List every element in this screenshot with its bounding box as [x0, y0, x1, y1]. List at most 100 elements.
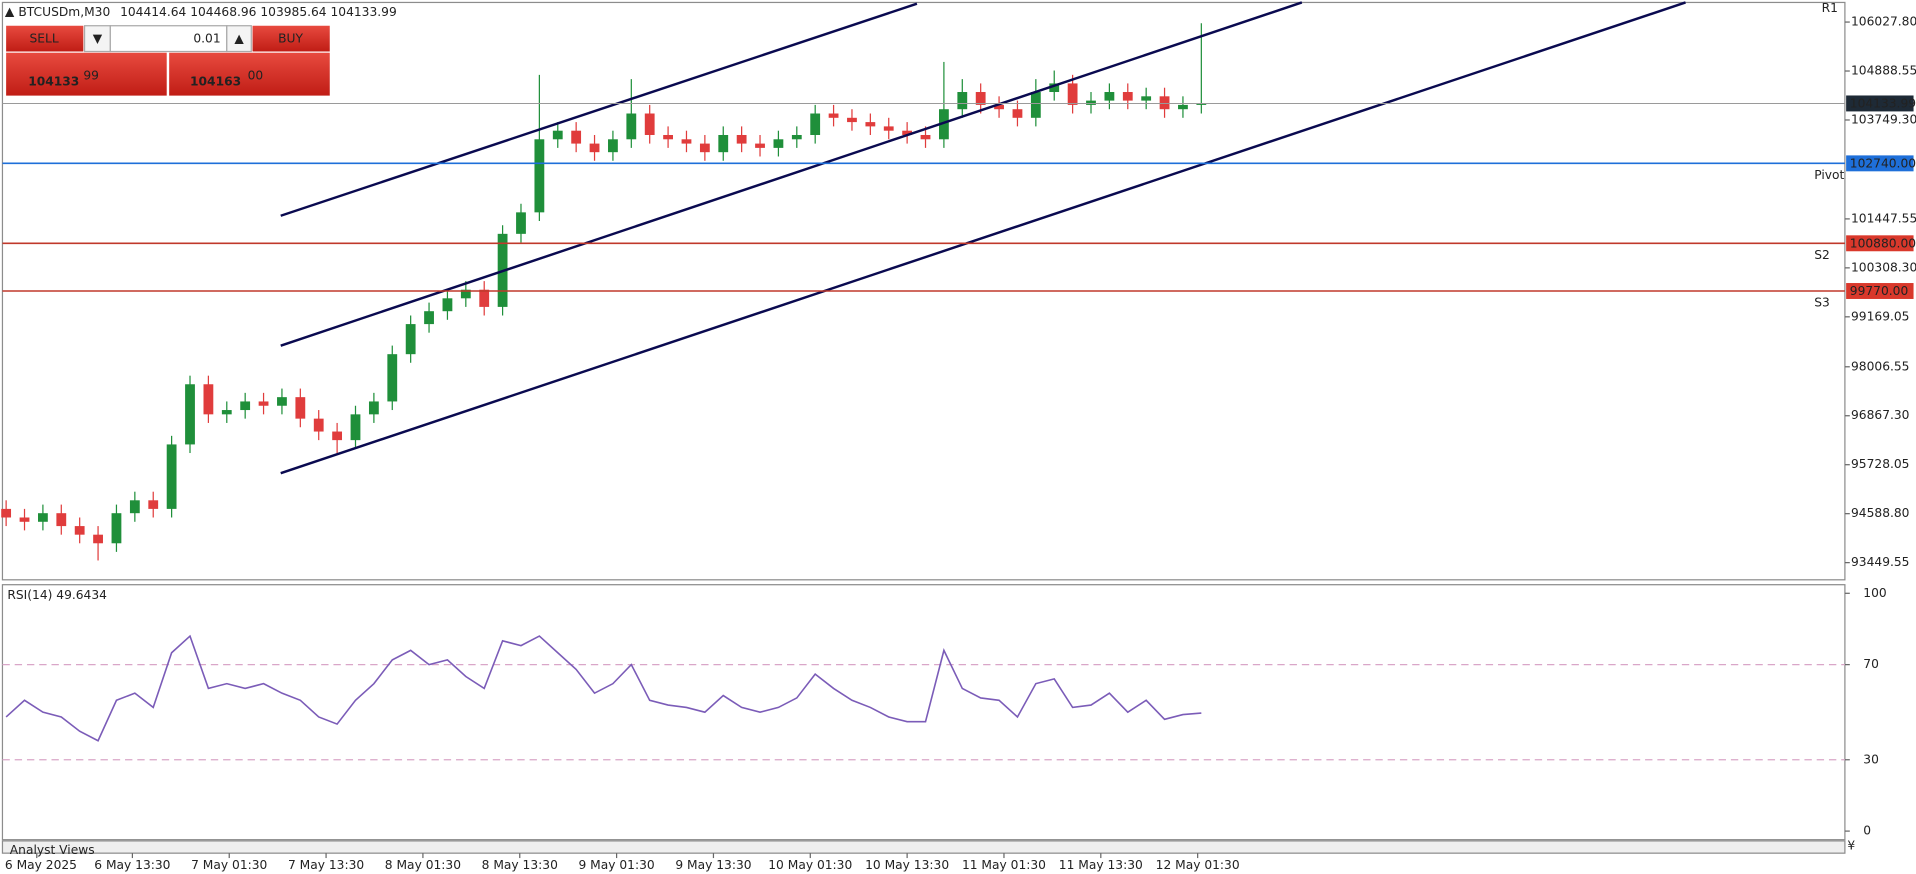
candle-body	[608, 139, 618, 153]
lot-up[interactable]	[226, 25, 252, 53]
candle-body	[56, 513, 67, 527]
candle-body	[571, 130, 582, 144]
trend-line	[280, 1, 1686, 475]
candle-body	[479, 289, 490, 307]
candle-body	[1049, 83, 1060, 93]
lot-up-icon: ▲	[234, 32, 244, 46]
candle-body	[810, 113, 821, 135]
level-tag: S3	[1814, 296, 1830, 310]
y-tick-label: 96867.30	[1851, 408, 1909, 422]
x-tick-label: 10 May 01:30	[768, 858, 852, 872]
x-tick-label: 6 May 2025	[5, 858, 77, 872]
candle-body	[1141, 96, 1152, 101]
candle-body	[93, 534, 103, 544]
candle-body	[350, 414, 361, 441]
candle-body	[718, 134, 729, 153]
candle-body	[589, 143, 600, 153]
rsi-label: RSI(14) 49.6434	[7, 588, 107, 602]
candle-body	[755, 143, 765, 148]
y-tick-label: 93449.55	[1851, 555, 1909, 569]
candle-body	[1122, 92, 1133, 101]
symbol: BTCUSDm,M30	[18, 5, 110, 19]
rsi-y-tick-label: 100	[1863, 586, 1886, 600]
trend-line	[280, 1, 1303, 347]
candle-body	[203, 384, 214, 415]
x-tick-label: 8 May 13:30	[482, 858, 558, 872]
scroll-icon[interactable]: ¥	[1847, 838, 1855, 852]
bid-pips: 99	[83, 69, 99, 83]
rsi-line	[5, 634, 1202, 742]
candle-body	[1067, 83, 1078, 105]
candle-body	[626, 113, 637, 140]
candle-body	[424, 311, 434, 325]
price-label: 104133.99	[1850, 97, 1916, 111]
candle-body	[277, 397, 287, 406]
candle-body	[699, 143, 710, 153]
candle-body	[387, 354, 398, 402]
candle-body	[1086, 100, 1096, 105]
candle-body	[644, 113, 655, 135]
sell-label: SELL	[30, 32, 59, 46]
price-label-box	[1846, 155, 1914, 172]
symbol-header: BTCUSDm,M30 104414.64 104468.96 103985.64…	[18, 5, 396, 19]
candle-body	[681, 139, 692, 144]
candle-body	[332, 431, 343, 441]
candle-body	[38, 513, 48, 522]
candle-body	[185, 384, 195, 445]
price-label: 100880.00	[1850, 236, 1916, 250]
candle-body	[74, 526, 85, 535]
y-tick-label: 100308.30	[1851, 260, 1916, 274]
lot-field[interactable]	[109, 25, 228, 53]
candle-body	[148, 500, 159, 509]
sell-button[interactable]	[6, 25, 84, 52]
bid-main: 104133	[28, 75, 79, 89]
candle-body	[663, 134, 673, 140]
candle-body	[240, 401, 251, 411]
rsi-y-tick-label: 0	[1863, 824, 1871, 838]
candle-body	[221, 410, 232, 415]
ask-pips: 00	[248, 69, 264, 83]
candle-body	[865, 122, 876, 127]
y-tick-label: 99169.05	[1851, 309, 1909, 323]
candle-body	[1, 508, 12, 518]
bid-box[interactable]	[6, 52, 167, 96]
collapse-icon[interactable]: ▲	[5, 5, 15, 19]
candle-body	[1178, 104, 1188, 110]
one-click-trading: SELL ▼ 0.01 ▲ BUY 104133 99 104163 00	[6, 25, 330, 96]
x-tick-label: 9 May 01:30	[578, 858, 654, 872]
candle-body	[736, 134, 747, 144]
candle-body	[129, 500, 140, 514]
candle-body	[1104, 92, 1115, 101]
y-tick-label: 106027.80	[1851, 15, 1916, 29]
x-tick-label: 11 May 01:30	[962, 858, 1046, 872]
level-tag: S2	[1814, 248, 1830, 262]
candle-body	[368, 401, 379, 415]
candle-body	[975, 92, 986, 105]
candle-body	[1196, 103, 1207, 105]
candle-body	[295, 397, 306, 419]
tab-label[interactable]: Analyst Views	[10, 843, 95, 857]
candle-body	[460, 289, 471, 299]
trend-line	[280, 2, 918, 217]
rsi-y-tick-label: 70	[1863, 657, 1879, 671]
candle-body	[1159, 96, 1170, 110]
bottom-tab-bar	[1, 840, 1846, 854]
ask-box[interactable]	[169, 52, 330, 96]
buy-button[interactable]	[252, 25, 330, 52]
candle-body	[1012, 109, 1023, 118]
y-tick-label: 101447.55	[1851, 211, 1916, 225]
candle-body	[166, 444, 177, 509]
lot-down[interactable]	[83, 25, 111, 53]
y-tick-label: 103749.30	[1851, 112, 1916, 126]
rsi-y-tick-label: 30	[1863, 752, 1879, 766]
candle-body	[111, 513, 122, 544]
candle-body	[957, 92, 968, 110]
x-tick-label: 10 May 13:30	[865, 858, 949, 872]
candle-body	[902, 130, 913, 135]
candle-body	[313, 418, 324, 432]
buy-label: BUY	[278, 32, 303, 46]
candle-body	[773, 139, 784, 148]
